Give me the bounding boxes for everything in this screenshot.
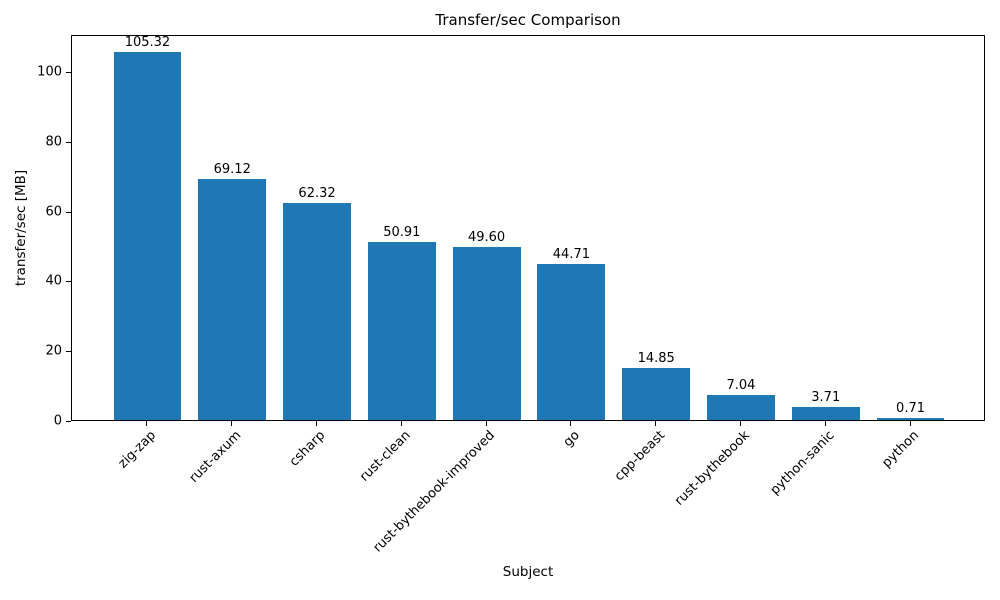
- bar-value-label: 7.04: [726, 378, 756, 394]
- bar: [876, 417, 945, 420]
- y-tick-mark: [66, 421, 71, 422]
- x-tick-mark: [739, 421, 741, 426]
- bar-value-label: 105.32: [124, 35, 171, 51]
- y-tick-label: 20: [45, 343, 62, 359]
- bar: [707, 395, 775, 420]
- bar-value-label: 44.71: [552, 246, 590, 262]
- bar-value-label: 62.32: [298, 185, 336, 201]
- x-tick-mark: [655, 421, 657, 426]
- x-tick-mark: [909, 421, 911, 426]
- y-tick-label: 100: [37, 64, 62, 80]
- x-tick-label-text: zig-zap: [115, 428, 160, 472]
- x-tick-mark: [316, 421, 318, 426]
- y-tick-mark: [66, 71, 71, 73]
- y-tick-label: 40: [45, 273, 62, 289]
- bar: [622, 368, 691, 420]
- bar: [452, 246, 521, 420]
- bar-value-label: 50.91: [383, 225, 421, 241]
- y-tick-mark: [66, 351, 71, 353]
- x-axis-label: Subject: [502, 564, 554, 580]
- bars-layer: 105.32 69.12 62.32 50.91 49.60 44.71 14.85 7.04…: [72, 35, 984, 420]
- bar-value-label: 49.60: [467, 229, 506, 245]
- plot-area: 105.32 69.12 62.32 50.91 49.60 44.71 14.85 7.04…: [71, 35, 985, 421]
- x-tick-label-text: csharp: [287, 428, 329, 470]
- x-tick-mark: [400, 421, 402, 426]
- x-tick-mark: [824, 421, 826, 426]
- y-tick-mark: [66, 211, 71, 213]
- bar: [791, 407, 860, 420]
- y-axis-label-text: transfer/sec [MB]: [13, 169, 29, 287]
- y-tick-label: 80: [45, 134, 62, 150]
- bar: [367, 242, 436, 420]
- y-tick-mark: [66, 141, 71, 143]
- y-tick-label: 0: [53, 413, 62, 429]
- y-tick-mark: [66, 281, 71, 283]
- x-tick-label-text: rust-bythebook: [671, 428, 753, 509]
- bar-value-label: 0.71: [896, 400, 926, 416]
- x-tick-mark: [485, 421, 487, 426]
- x-tick-label-text: go: [560, 428, 583, 451]
- bar: [198, 178, 267, 420]
- bar-value-label: 3.71: [811, 390, 841, 406]
- bar-value-label: 69.12: [213, 161, 251, 177]
- x-tick-label-text: python-sanic: [767, 428, 838, 498]
- x-tick-label-text: rust-clean: [356, 428, 414, 485]
- x-tick-label-text: rust-axum: [186, 428, 244, 486]
- chart-title: Transfer/sec Comparison: [435, 11, 621, 29]
- x-tick-mark: [231, 421, 233, 426]
- bar: [113, 52, 182, 420]
- x-tick-mark: [146, 421, 148, 426]
- y-tick-label: 60: [45, 204, 62, 220]
- bar: [537, 263, 606, 420]
- bar: [283, 202, 351, 420]
- x-tick-mark: [570, 421, 572, 426]
- x-tick-label-text: python: [879, 428, 923, 471]
- bar-value-label: 14.85: [637, 351, 675, 367]
- x-tick-label-text: cpp-beast: [611, 428, 668, 485]
